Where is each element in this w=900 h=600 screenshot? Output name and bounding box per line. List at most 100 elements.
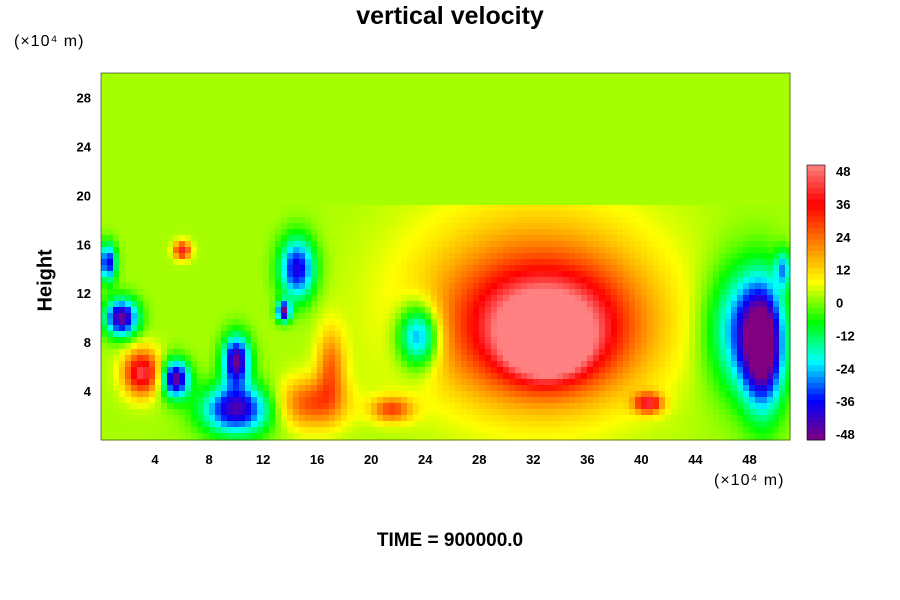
- field-cell: [641, 175, 648, 182]
- field-cell: [659, 259, 666, 266]
- field-cell: [431, 223, 438, 230]
- field-cell: [305, 91, 312, 98]
- field-cell: [785, 223, 791, 230]
- field-cell: [731, 277, 738, 284]
- field-cell: [347, 277, 354, 284]
- field-cell: [707, 217, 714, 224]
- field-cell: [323, 169, 330, 176]
- field-cell: [707, 211, 714, 218]
- field-cell: [485, 283, 492, 290]
- field-cell: [677, 97, 684, 104]
- field-cell: [401, 223, 408, 230]
- field-cell: [635, 79, 642, 86]
- field-cell: [539, 97, 546, 104]
- field-cell: [275, 259, 282, 266]
- field-cell: [101, 151, 108, 158]
- field-cell: [377, 181, 384, 188]
- field-cell: [407, 301, 414, 308]
- field-cell: [101, 277, 108, 284]
- field-cell: [719, 97, 726, 104]
- field-cell: [245, 193, 252, 200]
- field-cell: [197, 217, 204, 224]
- field-cell: [551, 223, 558, 230]
- field-cell: [137, 289, 144, 296]
- field-cell: [743, 229, 750, 236]
- field-cell: [401, 175, 408, 182]
- field-cell: [119, 325, 126, 332]
- field-cell: [269, 235, 276, 242]
- field-cell: [269, 229, 276, 236]
- field-cell: [749, 79, 756, 86]
- field-cell: [563, 133, 570, 140]
- field-cell: [713, 325, 720, 332]
- field-cell: [749, 325, 756, 332]
- field-cell: [761, 175, 768, 182]
- field-cell: [413, 241, 420, 248]
- field-cell: [737, 325, 744, 332]
- field-cell: [179, 139, 186, 146]
- field-cell: [575, 241, 582, 248]
- field-cell: [287, 151, 294, 158]
- field-cell: [443, 289, 450, 296]
- field-cell: [647, 97, 654, 104]
- field-cell: [677, 91, 684, 98]
- field-cell: [203, 157, 210, 164]
- field-cell: [143, 241, 150, 248]
- field-cell: [617, 313, 624, 320]
- field-cell: [119, 205, 126, 212]
- field-cell: [209, 277, 216, 284]
- field-cell: [335, 187, 342, 194]
- field-cell: [167, 109, 174, 116]
- field-cell: [581, 301, 588, 308]
- field-cell: [317, 79, 324, 86]
- field-cell: [101, 205, 108, 212]
- field-cell: [641, 229, 648, 236]
- field-cell: [299, 283, 306, 290]
- field-cell: [269, 97, 276, 104]
- field-cell: [413, 163, 420, 170]
- field-cell: [761, 193, 768, 200]
- field-cell: [299, 277, 306, 284]
- field-cell: [473, 169, 480, 176]
- field-cell: [113, 253, 120, 260]
- field-cell: [473, 79, 480, 86]
- field-cell: [533, 205, 540, 212]
- field-cell: [209, 169, 216, 176]
- field-cell: [371, 157, 378, 164]
- field-cell: [167, 205, 174, 212]
- field-cell: [329, 295, 336, 302]
- field-cell: [305, 241, 312, 248]
- field-cell: [701, 151, 708, 158]
- field-cell: [683, 283, 690, 290]
- field-cell: [677, 181, 684, 188]
- field-cell: [179, 151, 186, 158]
- field-cell: [101, 217, 108, 224]
- field-cell: [617, 139, 624, 146]
- field-cell: [365, 85, 372, 92]
- field-cell: [221, 73, 228, 80]
- field-cell: [341, 103, 348, 110]
- field-cell: [647, 133, 654, 140]
- field-cell: [551, 313, 558, 320]
- field-cell: [521, 289, 528, 296]
- field-cell: [455, 175, 462, 182]
- field-cell: [167, 127, 174, 134]
- field-cell: [443, 277, 450, 284]
- field-cell: [347, 97, 354, 104]
- field-cell: [581, 181, 588, 188]
- field-cell: [221, 169, 228, 176]
- field-cell: [299, 85, 306, 92]
- field-cell: [347, 79, 354, 86]
- field-cell: [233, 163, 240, 170]
- field-cell: [299, 139, 306, 146]
- field-cell: [497, 97, 504, 104]
- field-cell: [503, 127, 510, 134]
- field-cell: [227, 283, 234, 290]
- field-cell: [707, 181, 714, 188]
- field-cell: [335, 271, 342, 278]
- field-cell: [767, 169, 774, 176]
- field-cell: [581, 319, 588, 326]
- field-cell: [761, 91, 768, 98]
- field-cell: [527, 277, 534, 284]
- field-cell: [131, 271, 138, 278]
